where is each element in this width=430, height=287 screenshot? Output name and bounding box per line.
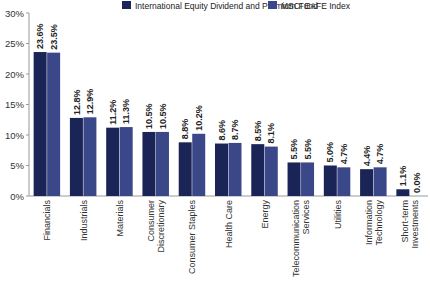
y-tick-label: 10% [5,130,25,141]
bar [251,144,264,196]
chart-container: 0% 5% 10% 15% 20% 25% 30% 23.6% 23.5% 12.8%12.9% 1… [0,0,430,287]
bar [396,189,409,196]
data-label: 12.8% [72,89,82,115]
x-tick-label: TelecommunicationServices [291,200,311,278]
y-tick-label: 25% [5,38,25,49]
data-labels: 23.6% 23.5% 12.8%12.9% 11.2%11.3% 10.5% 10.5%… [35,24,421,193]
legend-label: MSCI EAFE Index [281,1,351,11]
data-label: 8.1% [266,123,276,144]
data-label: 4.7% [375,144,385,165]
bar [47,53,60,196]
data-label: 10.5% [158,103,168,129]
bar [301,162,314,196]
data-label: 23.5% [49,24,59,50]
data-label: 5.5% [303,139,313,160]
data-label: 11.3% [121,99,131,124]
bar [34,52,47,196]
bar [106,128,119,196]
bar [215,144,228,196]
bar [360,169,373,196]
y-axis [29,13,30,196]
bars [34,52,410,196]
x-tick-label: ConsumerDiscretionary [146,200,166,253]
data-label: 8.5% [253,121,263,142]
legend: International Equity Dividend and Premiu… [122,1,351,11]
x-tick-label: InformationTechnology [364,200,384,246]
bar [288,162,301,196]
data-label: 23.6% [35,24,45,50]
bar [156,132,169,196]
x-tick-label: Industrials [79,200,89,242]
legend-swatch [268,1,277,9]
y-tick-label: 30% [5,8,25,19]
bar [410,196,423,197]
bar [337,167,350,196]
bar [70,118,83,196]
bar [179,142,192,196]
bar [192,134,205,196]
bar [120,127,133,196]
y-tick-label: 20% [5,69,25,80]
data-label: 8.7% [230,119,240,140]
bar [142,132,155,196]
data-label: 4.7% [339,144,349,165]
bar [83,117,96,196]
data-label: 5.5% [289,139,299,160]
data-label: 10.2% [194,105,204,131]
data-label: 1.1% [398,166,408,187]
data-label: 4.4% [362,146,372,167]
bar [324,166,337,197]
data-label: 5.0% [325,142,335,163]
x-tick-label: Materials [115,200,125,237]
x-tick-label: Short-termInvestments [400,200,420,249]
data-label: 8.8% [180,119,190,140]
data-label: 0.0% [412,172,422,193]
data-label: 12.9% [85,89,95,115]
legend-swatch [122,1,131,9]
chart-svg: 0% 5% 10% 15% 20% 25% 30% 23.6% 23.5% 12.8%12.9% 1… [0,0,430,287]
x-tick-label: Consumer Staples [187,200,197,275]
data-label: 11.2% [108,100,118,125]
bar [229,143,242,196]
bar [265,147,278,196]
y-tick-label: 15% [5,99,25,110]
bar [374,167,387,196]
y-tick-label: 0% [10,191,24,202]
x-tick-label: Health Care [224,200,234,248]
x-tick-label: Energy [260,200,270,229]
data-label: 10.5% [144,103,154,129]
y-tick-label: 5% [10,160,24,171]
x-tick-label: Financials [42,200,52,241]
data-label: 8.6% [217,120,227,141]
x-tick-label: Utilities [333,200,343,230]
